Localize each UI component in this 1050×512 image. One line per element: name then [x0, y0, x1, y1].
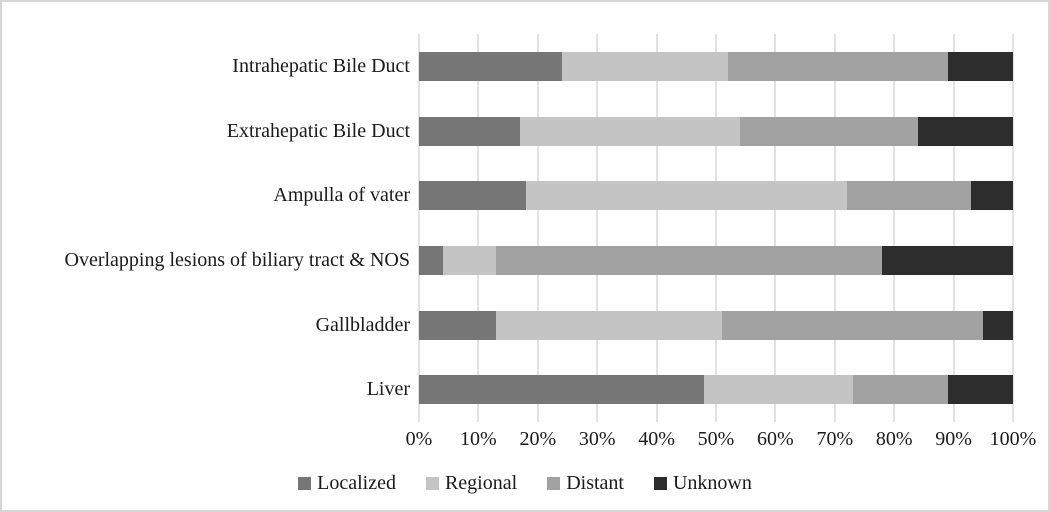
legend-item-localized: Localized [298, 472, 396, 495]
x-axis-tick-label: 20% [519, 428, 557, 450]
bar-segment-localized [419, 116, 520, 146]
gridline [1012, 34, 1014, 422]
x-axis-tick-label: 30% [578, 428, 616, 450]
bar-segment-regional [561, 51, 728, 81]
bar-row-6 [419, 375, 1013, 405]
gridline [893, 34, 896, 422]
x-axis-tick-label: 0% [405, 428, 433, 450]
bar-segment-unknown [983, 310, 1013, 340]
bar-row-4 [419, 245, 1013, 275]
legend-label: Regional [444, 471, 518, 494]
x-axis-tick-label: 50% [697, 428, 735, 450]
bar-segment-regional [525, 181, 847, 211]
category-label: Liver [366, 378, 410, 401]
bar-segment-distant [496, 245, 883, 275]
legend-swatch-icon [547, 476, 561, 490]
bar-segment-unknown [947, 375, 1013, 405]
bar-segment-regional [519, 116, 740, 146]
bar-row-5 [419, 310, 1013, 340]
bar-segment-distant [727, 51, 948, 81]
x-axis-tick-label: 80% [875, 428, 913, 450]
gridline [952, 34, 955, 422]
bar-segment-unknown [947, 51, 1013, 81]
bar-segment-regional [496, 310, 722, 340]
bar-row-3 [419, 181, 1013, 211]
x-axis-tick-label: 90% [935, 428, 972, 450]
gridline [477, 34, 480, 422]
legend-item-regional: Regional [425, 471, 518, 495]
bar-segment-localized [419, 245, 443, 275]
category-label: Extrahepatic Bile Duct [226, 119, 410, 142]
bar-segment-localized [419, 375, 705, 405]
x-axis-tick-label: 60% [757, 428, 794, 450]
bar-segment-localized [419, 310, 497, 340]
gridline [833, 34, 836, 422]
bar-segment-distant [739, 116, 918, 146]
bar-segment-localized [419, 51, 562, 81]
bar-segment-unknown [917, 116, 1013, 146]
bar-segment-distant [846, 181, 972, 211]
bar-segment-regional [704, 375, 853, 405]
legend-item-distant: Distant [547, 472, 624, 495]
gridline [536, 34, 539, 422]
legend-item-unknown: Unknown [653, 471, 752, 495]
legend: Localized Regional Distant Unknown [2, 468, 1048, 498]
gridline [715, 34, 717, 422]
gridline [596, 34, 599, 422]
bar-row-1 [419, 51, 1013, 81]
bar-segment-regional [442, 245, 497, 275]
bar-segment-distant [721, 310, 984, 340]
plot-area [418, 34, 1014, 422]
category-label: Intrahepatic Bile Duct [232, 54, 410, 77]
legend-label: Localized [317, 471, 396, 494]
x-axis-tick-label: 70% [816, 428, 854, 450]
x-axis-tick-label: 40% [638, 428, 675, 450]
legend-swatch-icon [298, 476, 312, 490]
bar-segment-unknown [882, 245, 1013, 275]
bar-row-2 [419, 116, 1013, 146]
category-label: Ampulla of vater [273, 184, 410, 207]
legend-swatch-icon [653, 476, 667, 490]
gridline [774, 34, 777, 422]
bar-segment-unknown [971, 181, 1013, 211]
gridline [418, 34, 420, 422]
legend-label: Distant [566, 471, 624, 494]
bar-segment-localized [419, 181, 526, 211]
gridline [655, 34, 658, 422]
legend-swatch-icon [425, 476, 439, 490]
category-label: Gallbladder [315, 313, 410, 336]
x-axis-tick-label: 10% [460, 428, 497, 450]
bar-segment-distant [852, 375, 948, 405]
category-label: Overlapping lesions of biliary tract & N… [64, 248, 411, 271]
x-axis-tick-label: 100% [989, 428, 1037, 450]
legend-label: Unknown [672, 471, 752, 494]
